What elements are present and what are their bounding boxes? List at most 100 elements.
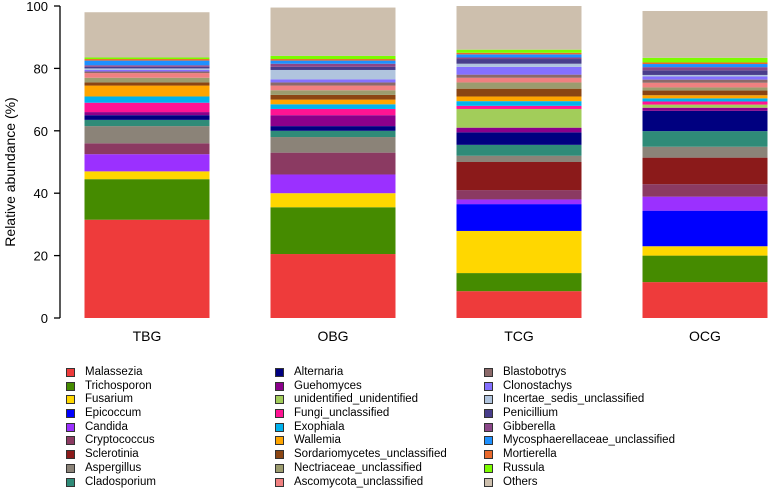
legend-label: Fusarium [85,393,133,406]
bar-segment-ocg-blastobotrys [642,79,768,83]
bar-segment-tbg-guehomyces [84,112,210,116]
bar-stack-obg [270,7,396,318]
legend-label: Malassezia [85,366,143,378]
legend-label: Guehomyces [294,379,362,392]
bar-segment-tcg-candida [456,199,582,205]
legend-label: Alternaria [294,366,344,378]
bar-segment-tcg-exophiala [456,101,582,106]
bar-segment-obg-malassezia [270,254,396,318]
bar-segment-ocg-sclerotinia [642,157,768,185]
bar-segment-obg-exophiala [270,104,396,109]
bar-segment-ocg-russula [642,57,768,63]
legend-swatch [66,477,75,487]
stacked-bar-chart: 0 20 40 60 80 100 TBG OBG TCG OCG Relative abund… [2,0,768,344]
bar-segment-ocg-guehomyces [642,107,768,111]
y-tick-label: 60 [34,124,48,139]
legend-label: Mortierella [503,448,557,461]
bar-segment-obg-incertae-sedis-unclassified [270,69,396,80]
legend-label: Blastobotrys [503,366,567,378]
bar-segment-obg-blastobotrys [270,82,396,86]
legend-swatch [275,422,284,432]
x-tick-label-ocg: OCG [689,328,721,344]
legend-label: Epicoccum [85,407,142,420]
legend-swatch [66,395,75,405]
legend-label: Ascomycota_unclassified [294,475,424,488]
bar-segment-obg-mortierella [270,59,396,61]
y-axis: 0 20 40 60 80 100 [26,0,61,326]
bar-segment-tbg-gibberella [84,65,210,67]
bar-segment-ocg-others [642,10,768,58]
legend-label: Incertae_sedis_unclassified [503,393,645,406]
bar-segment-tbg-sordariomycetes-unclassified [84,82,210,86]
bar-segment-tcg-malassezia [456,291,582,318]
legend-swatch [484,463,493,473]
bar-segment-ocg-clonostachys [642,76,768,80]
bar-segment-obg-cryptococcus [270,152,396,175]
legend-label: Sclerotinia [85,448,139,461]
legend-swatch [66,436,75,446]
y-tick-label: 100 [26,0,48,14]
bar-stack-tcg [456,6,582,318]
legend-swatch [66,450,75,460]
legend-swatch [484,450,493,460]
bar-segment-tbg-malassezia [84,219,210,318]
bar-segment-tcg-penicillium [456,59,582,64]
legend-swatch [275,409,284,419]
bar-stack-ocg [642,10,768,318]
legend-swatch [275,450,284,460]
bar-segment-tcg-gibberella [456,57,582,60]
y-tick-label: 0 [41,311,48,326]
bar-segment-tcg-sordariomycetes-unclassified [456,88,582,97]
bar-segment-tbg-blastobotrys [84,71,210,74]
bar-segment-ocg-gibberella [642,67,768,71]
legend-swatch [484,409,493,419]
bar-segment-tcg-ascomycota-unclassified [456,77,582,83]
legend-label: Aspergillus [85,461,142,474]
bar-segment-obg-penicillium [270,66,396,70]
legend-swatch [484,436,493,446]
bar-segment-obg-aspergillus [270,137,396,153]
bar-segment-tbg-exophiala [84,96,210,103]
legend-label: Others [503,475,538,488]
bar-segment-tcg-mortierella [456,52,582,55]
legend-label: Wallemia [294,434,341,447]
bar-segment-tbg-trichosporon [84,179,210,220]
legend-label: Cladosporium [85,475,156,488]
bar-segment-tcg-russula [456,49,582,53]
bar-segment-obg-ascomycota-unclassified [270,85,396,91]
legend-swatch [275,463,284,473]
bar-segment-tbg-fungi-unclassified [84,102,210,113]
legend-swatch [484,395,493,405]
y-tick-label: 40 [34,186,48,201]
bar-segment-ocg-wallemia [642,95,768,99]
bar-segment-ocg-ascomycota-unclassified [642,82,768,88]
legend-label: Penicillium [503,407,558,420]
bar-segment-tcg-cryptococcus [456,190,582,200]
legend-label: unidentified_unidentified [294,393,419,406]
bar-segment-ocg-malassezia [642,282,768,318]
x-axis: TBG OBG TCG OCG [133,328,721,344]
legend-swatch [66,368,75,377]
bar-segment-ocg-exophiala [642,98,768,102]
bar-segment-tcg-nectriaceae-unclassified [456,82,582,89]
bar-segment-ocg-fusarium [642,246,768,256]
bar-segment-obg-nectriaceae-unclassified [270,90,396,95]
x-tick-label-tbg: TBG [133,328,162,344]
bar-segment-tbg-candida [84,154,210,172]
bar-segment-tcg-others [456,6,582,50]
bar-segment-tbg-nectriaceae-unclassified [84,77,210,83]
legend-label: Fungi_unclassified [294,407,390,420]
bar-segment-tcg-trichosporon [456,273,582,292]
bar-segment-tbg-clonostachys [84,69,210,72]
legend-swatch [66,463,75,473]
bar-segment-tcg-guehomyces [456,127,582,133]
legend-label: Russula [503,461,545,474]
bar-segment-tcg-cladosporium [456,144,582,156]
bar-segment-tcg-fungi-unclassified [456,105,582,109]
bar-segment-ocg-cryptococcus [642,184,768,197]
legend-swatch [484,368,493,377]
legend-swatch [66,409,75,419]
bar-segment-tcg-alternaria [456,132,582,145]
legend-swatch [275,381,284,391]
bar-segment-ocg-incertae-sedis-unclassified [642,74,768,77]
